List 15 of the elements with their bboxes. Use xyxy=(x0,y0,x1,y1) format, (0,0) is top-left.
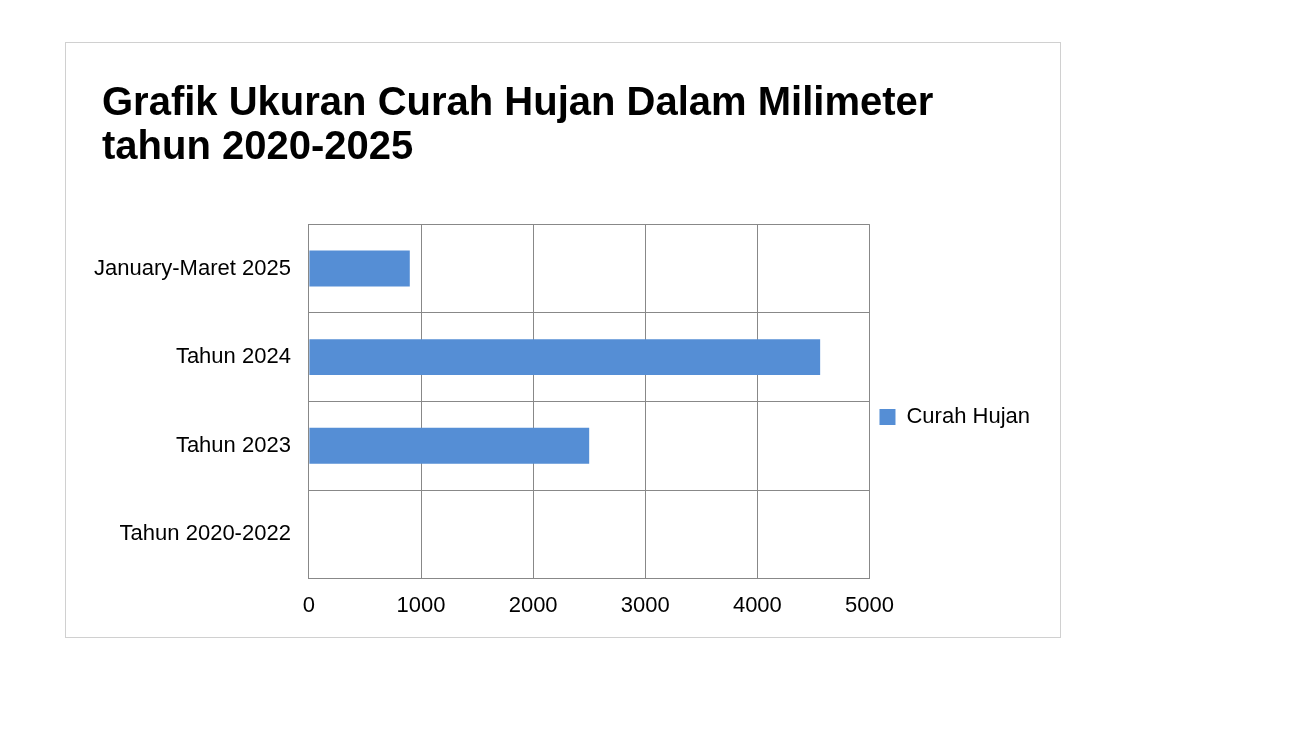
y-tick-label: January-Maret 2025 xyxy=(93,254,291,280)
x-tick-label: 3000 xyxy=(620,591,670,617)
y-tick-label: Tahun 2024 xyxy=(175,343,291,369)
x-tick-label: 5000 xyxy=(845,591,894,617)
bar xyxy=(309,250,410,287)
legend-label: Curah Hujan xyxy=(906,403,1030,429)
y-tick-label: Tahun 2020-2022 xyxy=(119,520,291,546)
x-tick-label: 2000 xyxy=(508,591,558,617)
bar xyxy=(309,339,821,376)
y-tick-label: Tahun 2023 xyxy=(175,431,291,457)
x-tick-label: 1000 xyxy=(396,591,446,617)
chart-title: Grafik Ukuran Curah Hujan Dalam Milimeter tahun 2020-2025 xyxy=(102,79,935,167)
x-tick-label: 4000 xyxy=(732,591,782,617)
x-tick-label: 0 xyxy=(302,591,316,617)
bar xyxy=(309,427,590,464)
